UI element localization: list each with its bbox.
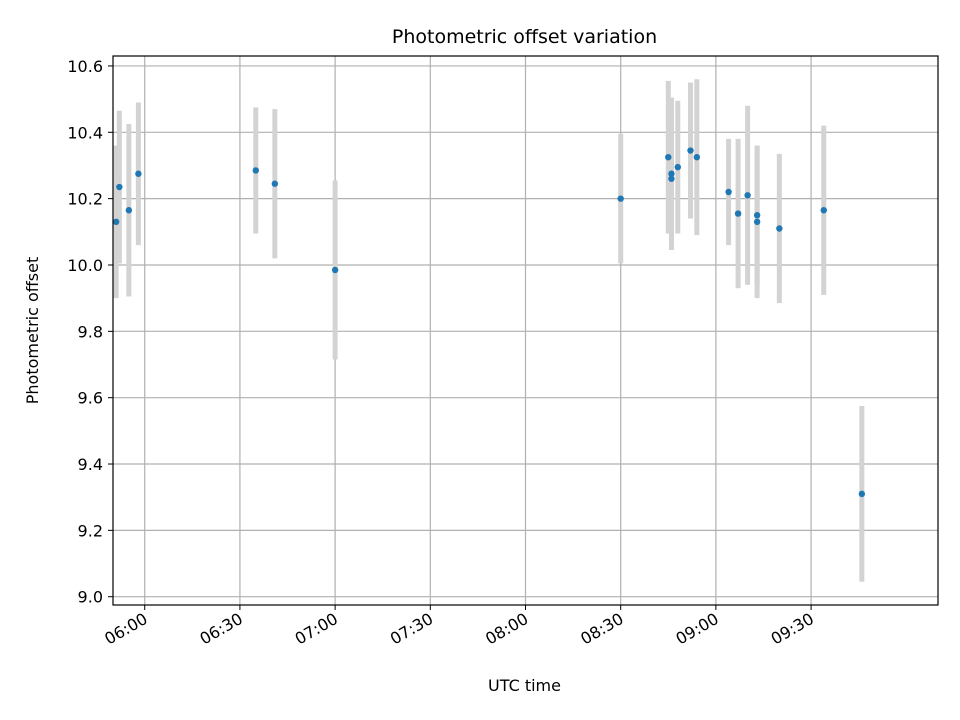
data-points — [112, 147, 866, 498]
data-point — [252, 167, 259, 174]
data-point — [820, 207, 827, 214]
y-axis-ticks: 9.0 9.2 9.4 9.6 9.8 10.0 10.2 10.4 10.6 — [67, 57, 113, 607]
x-axis-label: UTC time — [488, 676, 561, 695]
data-point — [776, 225, 783, 232]
y-tick-label: 10.2 — [67, 190, 103, 209]
data-point — [674, 163, 682, 171]
y-tick-label: 9.8 — [78, 322, 103, 341]
data-point — [858, 490, 866, 498]
data-point — [687, 147, 694, 154]
data-point — [753, 212, 761, 219]
data-point — [693, 153, 701, 161]
data-point — [271, 180, 279, 187]
data-point — [668, 175, 675, 182]
data-point — [112, 218, 120, 226]
y-tick-label: 9.6 — [78, 389, 103, 408]
data-point — [617, 195, 624, 202]
y-tick-label: 9.2 — [78, 521, 103, 540]
data-point — [116, 183, 123, 191]
data-point — [744, 192, 751, 199]
data-point — [668, 170, 675, 177]
data-point — [331, 266, 339, 274]
y-tick-label: 9.4 — [78, 455, 103, 474]
y-axis-label: Photometric offset — [23, 257, 42, 405]
chart-title: Photometric offset variation — [392, 26, 657, 48]
data-point — [753, 218, 761, 226]
data-point — [734, 210, 742, 217]
data-point — [725, 188, 732, 196]
y-tick-label: 9.0 — [78, 588, 103, 607]
y-tick-label: 10.0 — [67, 256, 103, 275]
y-tick-label: 10.4 — [67, 123, 103, 142]
y-tick-label: 10.6 — [67, 57, 103, 76]
data-point — [665, 153, 672, 161]
data-point — [125, 207, 133, 214]
data-point — [135, 170, 142, 177]
